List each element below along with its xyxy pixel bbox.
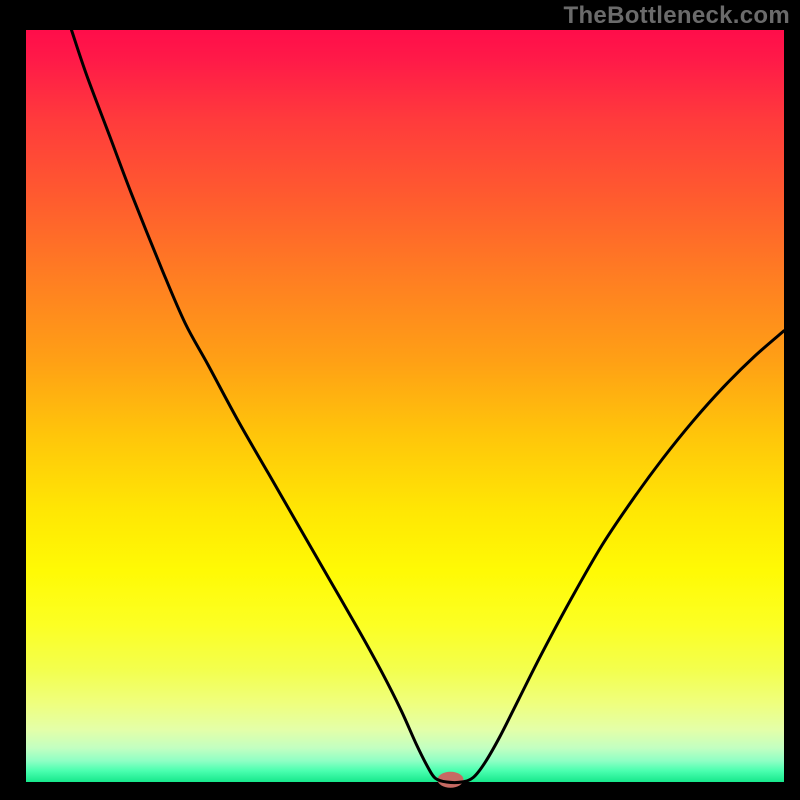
plot-background-gradient [26, 30, 784, 782]
bottleneck-chart [0, 0, 800, 800]
watermark-label: TheBottleneck.com [564, 2, 790, 30]
chart-container: TheBottleneck.com [0, 0, 800, 800]
